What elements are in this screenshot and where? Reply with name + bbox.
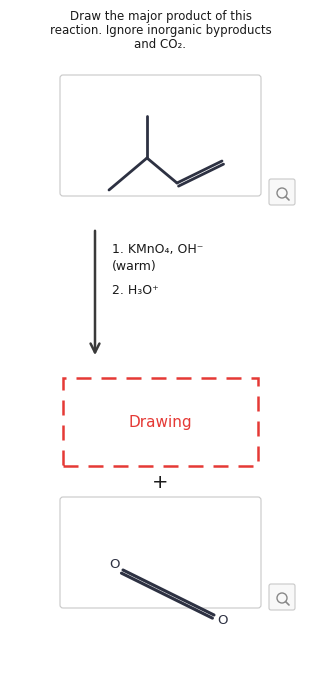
Text: O: O bbox=[110, 558, 120, 572]
Text: +: + bbox=[152, 473, 169, 491]
FancyBboxPatch shape bbox=[60, 497, 261, 608]
Bar bbox=[63, 378, 258, 466]
Text: Drawing: Drawing bbox=[129, 415, 192, 430]
Text: Draw the major product of this: Draw the major product of this bbox=[70, 10, 251, 23]
Text: reaction. Ignore inorganic byproducts: reaction. Ignore inorganic byproducts bbox=[50, 24, 271, 37]
Text: 2. H₃O⁺: 2. H₃O⁺ bbox=[112, 284, 159, 297]
FancyBboxPatch shape bbox=[269, 584, 295, 610]
Text: O: O bbox=[217, 614, 227, 626]
FancyBboxPatch shape bbox=[60, 75, 261, 196]
Text: 1. KMnO₄, OH⁻: 1. KMnO₄, OH⁻ bbox=[112, 243, 204, 256]
FancyBboxPatch shape bbox=[269, 179, 295, 205]
Text: (warm): (warm) bbox=[112, 260, 157, 273]
Text: and CO₂.: and CO₂. bbox=[134, 38, 187, 51]
